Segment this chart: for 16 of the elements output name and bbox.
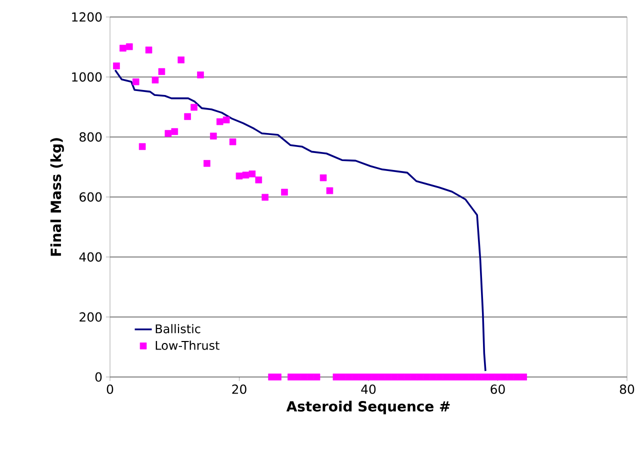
y-tick-label: 1200 bbox=[72, 12, 102, 22]
y-tick-label: 400 bbox=[79, 252, 102, 262]
x-tick-label: 0 bbox=[106, 384, 114, 394]
y-tick-label: 800 bbox=[80, 132, 102, 142]
x-tick-label: 80 bbox=[620, 384, 634, 394]
x-tick-label: 60 bbox=[490, 384, 505, 394]
x-tick-label: 40 bbox=[361, 384, 376, 394]
y-axis-title: Final Mass (kg) bbox=[50, 138, 64, 256]
y-tick-label: 200 bbox=[80, 312, 102, 322]
y-tick-label: 600 bbox=[80, 192, 102, 202]
x-axis-title: Asteroid Sequence # bbox=[286, 400, 450, 414]
legend-label: Ballistic bbox=[156, 324, 200, 334]
y-tick-label: 0 bbox=[95, 372, 102, 382]
x-tick-label: 20 bbox=[232, 384, 246, 394]
y-tick-label: 1000 bbox=[72, 72, 102, 82]
legend-label: Low-Thrust bbox=[156, 340, 220, 350]
